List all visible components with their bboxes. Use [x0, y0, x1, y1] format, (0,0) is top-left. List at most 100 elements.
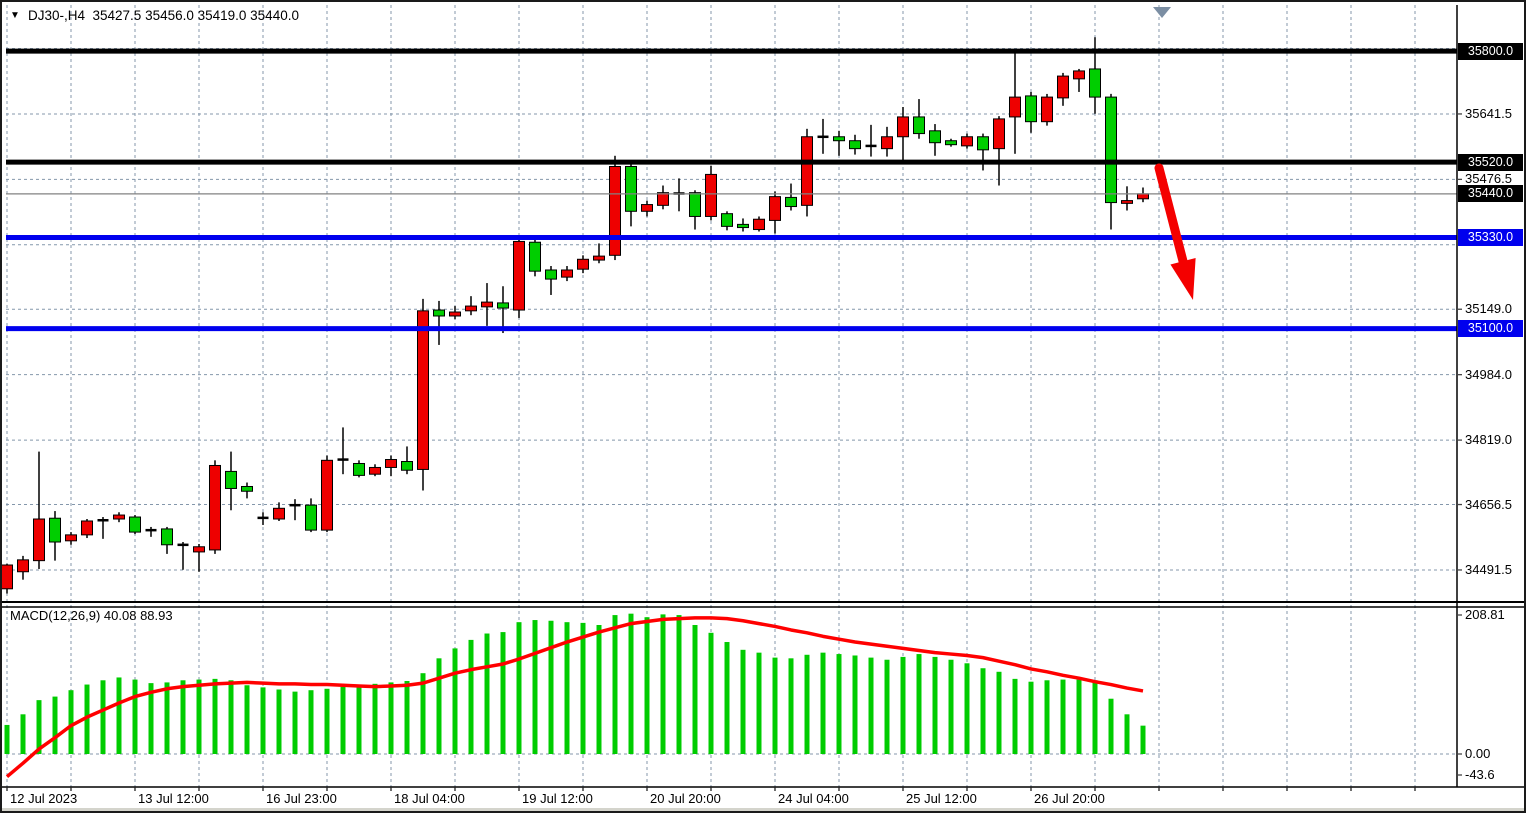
macd-histogram-bar — [452, 648, 458, 754]
time-axis-label: 25 Jul 12:00 — [906, 791, 977, 806]
candle-doji-body — [289, 503, 301, 507]
time-axis-label: 16 Jul 23:00 — [266, 791, 337, 806]
macd-histogram-bar — [996, 671, 1002, 754]
candle-body — [977, 136, 989, 151]
candle-body — [881, 136, 893, 150]
candle-body — [897, 116, 909, 138]
macd-histogram-bar — [740, 649, 746, 754]
macd-histogram-bar — [948, 659, 954, 754]
candle-body — [2, 564, 13, 590]
trend-arrow-shaft[interactable] — [1154, 163, 1189, 270]
macd-histogram-bar — [548, 620, 554, 754]
price-tick-label: 35641.5 — [1465, 105, 1512, 121]
candle-body — [465, 305, 477, 312]
candle-body — [481, 301, 493, 308]
candle-body — [1057, 75, 1069, 99]
candle-body — [737, 223, 749, 229]
candle-body — [849, 140, 861, 150]
bottom-edge-strip — [2, 808, 1524, 811]
candle-body — [161, 528, 173, 546]
macd-histogram-bar — [404, 680, 410, 754]
candle-doji-body — [145, 528, 157, 532]
macd-histogram-bar — [612, 615, 618, 754]
macd-histogram-bar — [1076, 679, 1082, 754]
macd-histogram-bar — [484, 633, 490, 754]
candle-body — [385, 459, 397, 468]
candle-body — [449, 311, 461, 317]
time-axis-label: 26 Jul 20:00 — [1034, 791, 1105, 806]
price-level-badge: 35100.0 — [1458, 320, 1523, 338]
candle-body — [513, 240, 525, 311]
macd-histogram-bar — [836, 654, 842, 754]
price-level-badge: 35800.0 — [1458, 42, 1523, 60]
macd-histogram-bar — [132, 679, 138, 754]
macd-histogram-bar — [852, 655, 858, 754]
candle-body — [721, 213, 733, 227]
candle-body — [81, 520, 93, 536]
trend-arrow-head[interactable] — [1170, 258, 1196, 300]
chart-title-quote: DJ30-,H4 35427.5 35456.0 35419.0 35440.0 — [28, 8, 299, 23]
candle-doji-body — [177, 543, 189, 547]
macd-histogram-bar — [596, 625, 602, 754]
macd-tick-label: 208.81 — [1465, 607, 1505, 622]
macd-histogram-bar — [20, 714, 26, 754]
price-tick-label: 35476.5 — [1465, 171, 1512, 187]
time-axis-label: 12 Jul 2023 — [10, 791, 78, 806]
candle-body — [193, 546, 205, 553]
candle-body — [497, 302, 509, 309]
macd-histogram-bar — [164, 682, 170, 754]
time-axis-label: 18 Jul 04:00 — [394, 791, 465, 806]
macd-histogram-bar — [356, 685, 362, 754]
macd-histogram-bar — [788, 658, 794, 754]
macd-histogram-bar — [820, 652, 826, 754]
candle-body — [609, 165, 621, 256]
candle-body — [913, 116, 925, 135]
macd-histogram-bar — [580, 622, 586, 754]
candle-body — [929, 130, 941, 144]
macd-histogram-bar — [516, 622, 522, 754]
chart-shift-marker-icon[interactable] — [1153, 7, 1171, 18]
macd-histogram-bar — [644, 617, 650, 754]
macd-histogram-bar — [804, 654, 810, 754]
price-level-badge: 35520.0 — [1458, 153, 1523, 171]
macd-histogram-bar — [388, 682, 394, 754]
candle-body — [833, 136, 845, 142]
candle-body — [529, 241, 541, 272]
candle-body — [1025, 95, 1037, 123]
macd-histogram-bar — [436, 658, 442, 754]
macd-histogram-bar — [1012, 678, 1018, 754]
macd-histogram-bar — [964, 663, 970, 754]
price-tick-label: 34819.0 — [1465, 432, 1512, 448]
macd-histogram-bar — [308, 690, 314, 754]
macd-histogram-bar — [372, 683, 378, 754]
candle-body — [785, 196, 797, 208]
candle-body — [705, 173, 717, 217]
symbol-dropdown-icon[interactable]: ▼ — [10, 10, 20, 21]
candle-body — [417, 310, 429, 470]
candle-body — [433, 309, 445, 317]
price-tick-label: 34984.0 — [1465, 366, 1512, 382]
macd-histogram-bar — [868, 657, 874, 754]
candle-body — [225, 470, 237, 489]
macd-signal-line — [5, 616, 1144, 779]
candle-body — [1089, 68, 1101, 98]
macd-histogram-bar — [900, 656, 906, 754]
macd-histogram-bar — [324, 688, 330, 754]
candle-body — [65, 534, 77, 542]
candle-body — [993, 118, 1005, 150]
macd-histogram-bar — [196, 679, 202, 754]
candle-doji-body — [257, 516, 269, 520]
candle-body — [593, 255, 605, 261]
candle-body — [305, 504, 317, 531]
candle-body — [801, 136, 813, 206]
macd-histogram-bar — [756, 652, 762, 754]
macd-tick-label: 0.00 — [1465, 746, 1491, 761]
candle-body — [545, 269, 557, 280]
candle-body — [273, 507, 285, 520]
macd-histogram-bar — [340, 686, 346, 754]
macd-histogram-bar — [100, 680, 106, 754]
time-axis-label: 24 Jul 04:00 — [778, 791, 849, 806]
candle-body — [641, 204, 653, 212]
